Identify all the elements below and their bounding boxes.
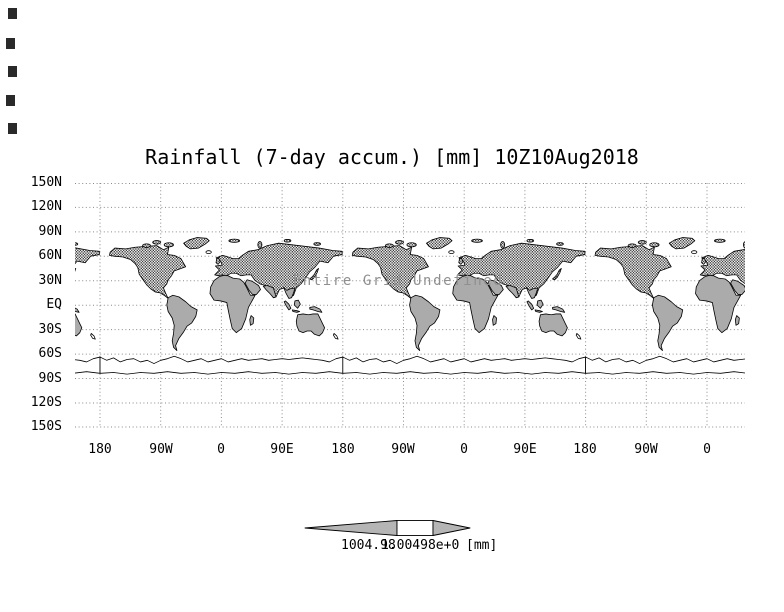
colorbar-min-label: 1004.98	[341, 538, 396, 553]
lat-label: 30N	[38, 273, 62, 288]
colorbar	[304, 520, 471, 536]
edge-artifact-mark	[6, 95, 15, 106]
colorbar-units-label: [mm]	[466, 538, 498, 553]
world-map	[75, 183, 745, 428]
lon-label: 90E	[513, 442, 537, 457]
lon-label: 180	[331, 442, 355, 457]
edge-artifact-mark	[8, 123, 17, 134]
lat-label: 30S	[38, 322, 62, 337]
lat-label: 120N	[30, 199, 62, 214]
lon-label: 0	[703, 442, 711, 457]
colorbar-right-arrow	[432, 520, 471, 536]
lat-label: 60S	[38, 346, 62, 361]
lat-label: 150N	[30, 175, 62, 190]
lon-label: 0	[217, 442, 225, 457]
lat-label: 150S	[30, 419, 62, 434]
lat-label: 60N	[38, 248, 62, 263]
lat-label: EQ	[46, 297, 62, 312]
edge-artifact-mark	[8, 8, 17, 19]
lon-label: 180	[573, 442, 597, 457]
colorbar-left-arrow	[304, 520, 398, 536]
lon-label: 180	[88, 442, 112, 457]
lon-label: 0	[460, 442, 468, 457]
lat-label: 120S	[30, 395, 62, 410]
edge-artifact-mark	[8, 66, 17, 77]
lat-label: 90S	[38, 371, 62, 386]
lat-label: 90N	[38, 224, 62, 239]
plot-title: Rainfall (7-day accum.) [mm] 10Z10Aug201…	[145, 145, 639, 169]
lon-label: 90W	[149, 442, 173, 457]
colorbar-mid-box	[396, 520, 434, 536]
lon-label: 90W	[391, 442, 415, 457]
edge-artifact-mark	[6, 38, 15, 49]
colorbar-max-label: 1.00498e+0	[381, 538, 460, 553]
lon-label: 90W	[634, 442, 658, 457]
undefined-grid-notice: Entire Grid Undefined	[292, 273, 504, 289]
lon-label: 90E	[270, 442, 294, 457]
